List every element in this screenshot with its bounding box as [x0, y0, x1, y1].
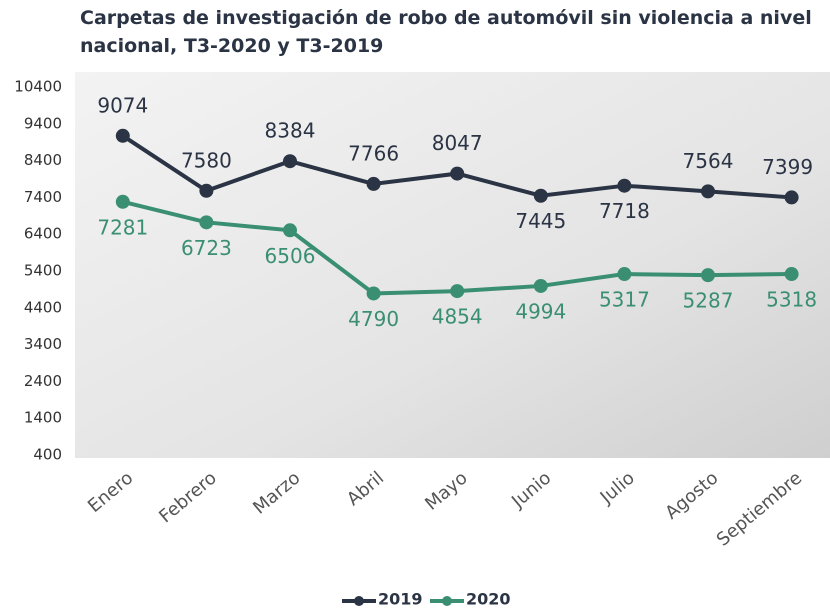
- x-tick-label: Mayo: [421, 468, 471, 515]
- y-tick-label: 8400: [24, 151, 62, 169]
- point: [533, 188, 548, 203]
- plot-background: [75, 72, 830, 458]
- legend-marker: [442, 596, 452, 606]
- point: [784, 267, 799, 282]
- point: [450, 284, 465, 299]
- legend-label: 2020: [466, 590, 511, 608]
- point: [283, 154, 297, 169]
- value-label: 8384: [265, 119, 316, 143]
- y-tick-label: 7400: [24, 188, 62, 206]
- x-tick-label: Enero: [84, 468, 137, 517]
- value-label: 7281: [97, 215, 148, 239]
- point: [701, 268, 715, 283]
- point: [784, 190, 799, 205]
- value-label: 8047: [432, 131, 483, 155]
- point: [450, 166, 465, 181]
- point: [115, 194, 130, 209]
- point: [366, 176, 381, 191]
- y-tick-label: 2400: [24, 372, 62, 390]
- value-label: 4994: [515, 299, 566, 323]
- value-label: 7564: [683, 149, 734, 173]
- x-tick-label: Febrero: [155, 468, 221, 528]
- y-tick-label: 1400: [24, 409, 62, 427]
- value-label: 7766: [348, 141, 399, 165]
- point: [366, 286, 381, 301]
- legend: 2019 2020: [342, 590, 511, 609]
- point: [701, 184, 715, 199]
- y-tick-label: 3400: [24, 335, 62, 353]
- value-label: 5318: [766, 288, 817, 312]
- point: [199, 215, 214, 230]
- y-tick-label: 400: [33, 446, 62, 464]
- y-tick-label: 4400: [24, 298, 62, 316]
- value-label: 9074: [97, 93, 148, 117]
- value-label: 4854: [432, 305, 483, 329]
- x-tick-label: Septiembre: [713, 468, 806, 551]
- point: [199, 183, 214, 198]
- y-tick-label: 5400: [24, 262, 62, 280]
- value-label: 7580: [181, 148, 232, 172]
- point: [617, 178, 632, 193]
- x-tick-label: Marzo: [249, 468, 304, 519]
- chart-title: Carpetas de investigación de robo de aut…: [80, 7, 812, 57]
- y-tick-label: 9400: [24, 114, 62, 132]
- value-label: 5317: [599, 288, 650, 312]
- point: [115, 128, 130, 143]
- value-label: 6723: [181, 236, 232, 260]
- point: [617, 267, 632, 282]
- point: [533, 278, 548, 293]
- x-tick-label: Abril: [343, 468, 388, 511]
- legend-marker: [354, 596, 364, 606]
- title-box: Carpetas de investigación de robo de aut…: [80, 7, 812, 57]
- y-tick-label: 10400: [14, 78, 62, 96]
- x-tick-label: Julio: [596, 468, 639, 509]
- value-label: 4790: [348, 307, 399, 331]
- point: [283, 223, 297, 238]
- legend-label: 2019: [378, 590, 423, 608]
- x-tick-label: Agosto: [661, 468, 722, 524]
- y-tick-label: 6400: [24, 225, 62, 243]
- value-label: 7399: [762, 155, 813, 179]
- value-label: 7718: [599, 199, 650, 223]
- x-tick-label: Junio: [507, 468, 555, 513]
- value-label: 6506: [265, 244, 316, 268]
- value-label: 7445: [515, 209, 566, 233]
- value-label: 5287: [683, 289, 734, 313]
